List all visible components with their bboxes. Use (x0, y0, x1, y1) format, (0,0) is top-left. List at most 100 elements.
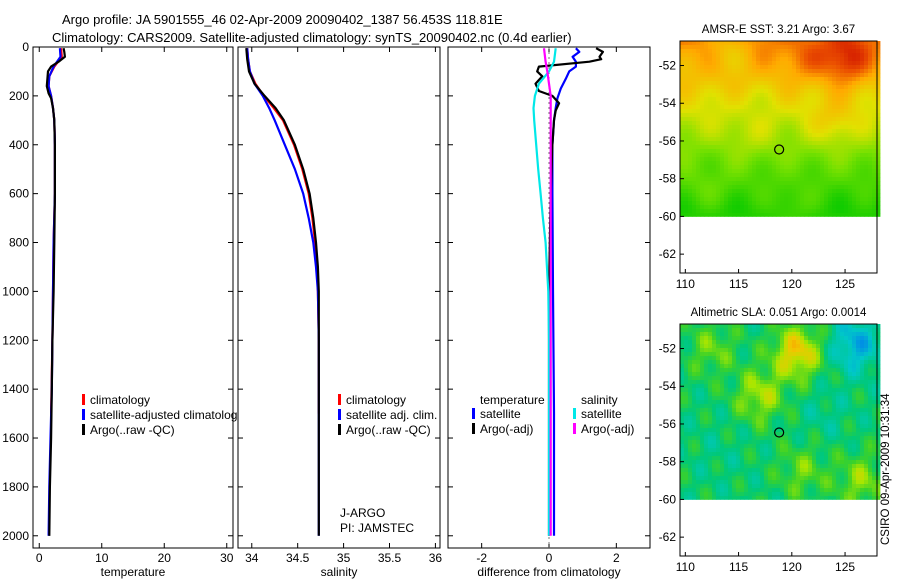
figure-title-line2: Climatology: CARS2009. Satellite-adjuste… (52, 30, 572, 45)
difference-legend-label: Argo(-adj) (581, 422, 634, 436)
figure-title-line1: Argo profile: JA 5901555_46 02-Apr-2009 … (62, 12, 503, 27)
difference-legend-label: satellite (480, 407, 521, 421)
depth-tick-label: 1800 (2, 480, 29, 494)
sst_map-float-marker (774, 144, 785, 155)
salinity-xtick-label: 36 (429, 551, 443, 565)
sst_map-ytick-label: -52 (659, 59, 677, 73)
depth-tick-label: 1400 (2, 382, 29, 396)
difference-xtick-label: -2 (476, 551, 487, 565)
sla_map-raster (680, 324, 881, 500)
temperature-line-argo-raw-qc- (45, 47, 67, 536)
depth-tick-label: 0 (22, 40, 29, 54)
temperature-legend-label: satellite-adjusted climatolog (90, 408, 237, 422)
salinity-axes-frame (237, 46, 441, 549)
salinity-series-group (245, 48, 320, 536)
difference-legend-swatch (472, 423, 475, 434)
sla-map-panel: 110 115 120 125 -52 -54 -56 -58 -60 -62 Altimetric… (659, 307, 881, 574)
salinity-profile-panel: 34 34.5 35 35.5 36 salinity climatologysatelli… (237, 46, 443, 579)
sla_map-ytick-label: -52 (659, 342, 677, 356)
salinity-line-climatology (246, 48, 320, 414)
salinity-xtick-label: 34.5 (286, 551, 310, 565)
temperature-axes-frame (32, 46, 234, 549)
temperature-xtick-label: 10 (95, 551, 109, 565)
difference-line-temperature-argo-adj- (534, 47, 605, 536)
difference-legend-group-title: temperature (480, 393, 545, 407)
sla_map-xtick-label: 125 (835, 560, 855, 574)
sla_map-axes-frame (679, 323, 878, 557)
depth-tick-label: 1000 (2, 284, 29, 298)
sst_map-ytick-label: -54 (659, 96, 677, 110)
temperature-profile-panel: 0 10 20 30 0 200 400 600 800 1000 1200 1400 1600 1800… (2, 40, 237, 579)
sst_map-ytick-label: -62 (659, 247, 677, 261)
sst_map-ytick-label: -60 (659, 209, 677, 223)
difference-legend-swatch (573, 423, 576, 434)
difference-line-temperature-satellite (551, 47, 581, 536)
float-pi-label: PI: JAMSTEC (340, 521, 414, 535)
difference-legend-swatch (573, 408, 576, 419)
sla_map-ytick-label: -62 (659, 530, 677, 544)
temperature-legend-label: Argo(..raw -QC) (90, 423, 175, 437)
difference-xtick-label: 2 (613, 551, 620, 565)
salinity-legend-label: satellite adj. clim. (346, 408, 437, 422)
sla_map-ytick-label: -60 (659, 492, 677, 506)
temperature-xtick-label: 0 (36, 551, 43, 565)
sla_map-float-marker (774, 427, 785, 438)
temperature-xlabel: temperature (101, 565, 166, 579)
temperature-xtick-label: 30 (220, 551, 234, 565)
difference-legend-group-title: salinity (581, 393, 618, 407)
sst_map-xtick-label: 115 (729, 277, 748, 291)
sla_map-xtick-label: 120 (782, 560, 802, 574)
sst_map-axes-frame (679, 40, 878, 274)
difference-line-salinity-argo-adj- (542, 48, 552, 536)
depth-tick-label: 400 (9, 138, 29, 152)
difference-legend-label: satellite (581, 407, 622, 421)
sst_map-ytick-label: -58 (659, 172, 677, 186)
sst_map-title: AMSR-E SST: 3.21 Argo: 3.67 (702, 24, 855, 36)
difference-xtick-label: 0 (546, 551, 553, 565)
temperature-legend-label: climatology (90, 393, 150, 407)
sla_map-ytick-label: -58 (659, 455, 677, 469)
depth-tick-label: 200 (9, 89, 29, 103)
difference-legend-swatch (472, 408, 475, 419)
sla_map-xtick-label: 115 (729, 560, 748, 574)
sst_map-raster (680, 41, 881, 217)
difference-line-salinity-satellite (532, 48, 557, 536)
sla_map-xtick-label: 110 (676, 560, 695, 574)
side-timestamp: CSIRO 09-Apr-2009 10:31:34 (880, 393, 892, 545)
salinity-legend-swatch (338, 409, 341, 420)
temperature-xtick-label: 20 (158, 551, 172, 565)
salinity-line-argo-raw-qc- (245, 48, 320, 536)
salinity-xtick-label: 34 (245, 551, 259, 565)
temperature-series-group (45, 47, 67, 536)
sla_map-title: Altimetric SLA: 0.051 Argo: 0.0014 (691, 307, 867, 319)
sla_map-ytick-label: -54 (659, 379, 677, 393)
depth-tick-label: 1600 (2, 431, 29, 445)
float-program-label: J-ARGO (340, 506, 385, 520)
salinity-xlabel: salinity (321, 565, 358, 579)
salinity-legend-swatch (338, 394, 341, 405)
temperature-legend-swatch (82, 394, 85, 405)
salinity-xtick-label: 35 (337, 551, 351, 565)
salinity-xtick-label: 35.5 (378, 551, 402, 565)
sst_map-ytick-label: -56 (659, 134, 677, 148)
sst_map-xtick-label: 110 (676, 277, 695, 291)
depth-tick-label: 600 (9, 187, 29, 201)
depth-tick-label: 800 (9, 236, 29, 250)
difference-series-group (532, 47, 605, 536)
difference-xlabel: difference from climatology (477, 565, 620, 579)
depth-tick-label: 2000 (2, 529, 29, 543)
sst_map-xtick-label: 125 (835, 277, 855, 291)
temperature-legend-swatch (82, 424, 85, 435)
salinity-legend-label: Argo(..raw -QC) (346, 423, 431, 437)
salinity-legend-swatch (338, 424, 341, 435)
sla_map-ytick-label: -56 (659, 417, 677, 431)
salinity-legend-label: climatology (346, 393, 406, 407)
difference-legend-label: Argo(-adj) (480, 422, 533, 436)
difference-axes-frame (447, 46, 651, 549)
sst_map-xtick-label: 120 (782, 277, 802, 291)
temperature-legend-swatch (82, 409, 85, 420)
depth-tick-label: 1200 (2, 333, 29, 347)
sst-map-panel: 110 115 120 125 -52 -54 -56 -58 -60 -62 AMSR-E SST… (659, 24, 881, 291)
